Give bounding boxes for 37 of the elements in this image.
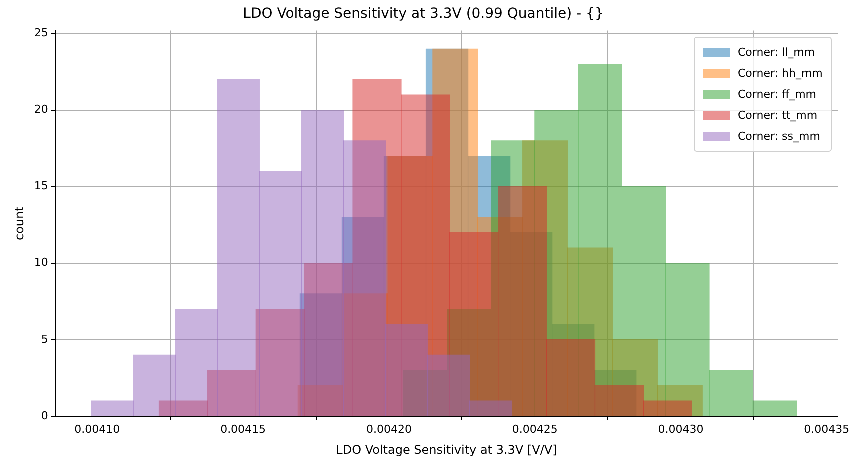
bar bbox=[709, 370, 754, 416]
bar bbox=[666, 263, 710, 416]
bar bbox=[385, 324, 428, 416]
legend-label: Corner: ll_mm bbox=[738, 46, 816, 59]
y-tick-label: 25 bbox=[34, 26, 48, 40]
bar bbox=[343, 140, 386, 416]
x-tick-label: 0.00420 bbox=[366, 422, 412, 436]
bar bbox=[469, 400, 512, 416]
chart-title: LDO Voltage Sensitivity at 3.3V (0.99 Quantile) - {} bbox=[243, 6, 604, 22]
x-tick-label: 0.00425 bbox=[512, 422, 558, 436]
bar bbox=[259, 171, 302, 416]
bar bbox=[217, 79, 260, 416]
y-tick-label: 10 bbox=[34, 256, 48, 270]
bar bbox=[91, 400, 134, 416]
legend-label: Corner: ss_mm bbox=[738, 130, 820, 143]
bar bbox=[594, 385, 644, 416]
x-tick-label: 0.00435 bbox=[804, 422, 850, 436]
bar bbox=[133, 354, 176, 416]
y-tick-label: 15 bbox=[34, 180, 48, 193]
legend-label: Corner: tt_mm bbox=[738, 108, 818, 122]
bar bbox=[752, 400, 798, 416]
bar bbox=[427, 354, 470, 416]
bar bbox=[498, 186, 548, 416]
legend-label: Corner: ff_mm bbox=[738, 88, 817, 101]
x-tick-label: 0.00430 bbox=[658, 422, 704, 436]
x-tick-label: 0.00410 bbox=[74, 422, 120, 436]
bar bbox=[301, 110, 344, 416]
y-tick-label: 20 bbox=[34, 103, 48, 116]
x-tick-label: 0.00415 bbox=[220, 422, 266, 436]
y-tick-label: 0 bbox=[41, 409, 48, 422]
y-axis-title: count bbox=[12, 206, 26, 241]
bar bbox=[643, 400, 692, 416]
bar bbox=[175, 308, 218, 416]
y-tick-label: 5 bbox=[41, 332, 48, 346]
legend-label: Corner: hh_mm bbox=[738, 66, 823, 80]
bar bbox=[546, 340, 596, 416]
x-axis-title: LDO Voltage Sensitivity at 3.3V [V/V] bbox=[336, 442, 558, 457]
